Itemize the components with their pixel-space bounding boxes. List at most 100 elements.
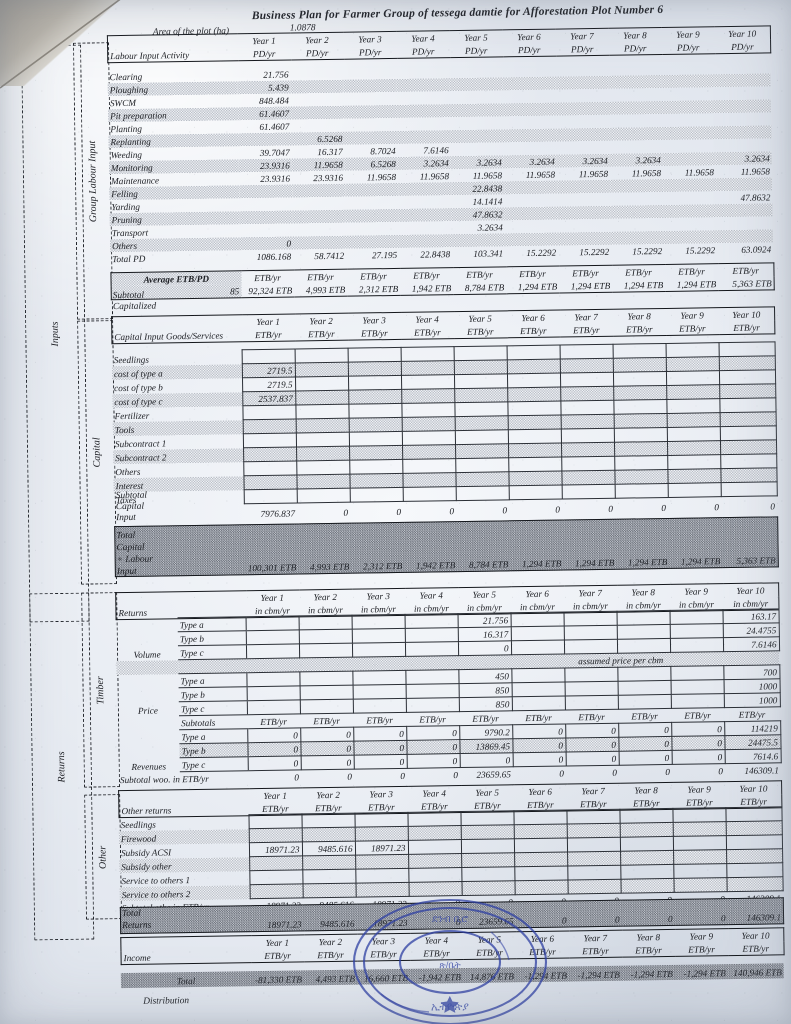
labour-value-y10 xyxy=(715,86,771,100)
volume-row-label: Type a xyxy=(177,616,246,632)
revenues-value-y8: 0 xyxy=(618,750,672,766)
revenues-value-y8: 0 xyxy=(618,722,672,738)
timber-subtotals-label: Subtotals xyxy=(181,718,216,729)
volume-value-y9 xyxy=(669,637,724,653)
cap-unit-3: ETB/yr xyxy=(360,328,388,339)
labour-value-y7 xyxy=(555,63,608,77)
capital-value-y8 xyxy=(612,357,666,373)
labour-value-y3 xyxy=(346,222,399,236)
volume-value-y4 xyxy=(404,613,458,629)
revenues-value-y6: 0 xyxy=(512,738,566,753)
other-returns-value-y5 xyxy=(461,866,515,882)
capital-value-y6 xyxy=(507,387,561,402)
unit-pd-10: PD/yr xyxy=(731,41,754,53)
price-value-y6 xyxy=(511,696,565,711)
labour-value-y5 xyxy=(449,64,502,78)
other-returns-value-y4 xyxy=(408,867,462,883)
total-returns-label-2: Returns xyxy=(122,920,152,932)
price-value-y1 xyxy=(246,699,300,715)
unit-etb-h6: ETB/yr xyxy=(519,269,546,280)
capital-value-y5 xyxy=(453,373,508,389)
col-year-7: Year 7 xyxy=(570,31,594,42)
labour-value-y5: 47.8632 xyxy=(472,209,503,221)
other-returns-value-y1 xyxy=(249,883,303,899)
other-returns-value-y2 xyxy=(301,827,355,842)
labour-input-table: Clearing 21.756 Ploughing 5.439 SWCM 848.484 P… xyxy=(107,60,774,265)
labour-value-y6 xyxy=(503,129,556,143)
oth-col-year-9: Year 9 xyxy=(687,784,711,796)
other-returns-value-y10 xyxy=(725,806,782,822)
income-total-y3: 16,660 ETB xyxy=(363,973,408,984)
capital-value-y10 xyxy=(718,369,776,385)
timber-subtotal-unit-y1: ETB/yr xyxy=(260,716,287,728)
timber-table-body: Volume Type a 21.756 163.17 Type b 16.317 24.4… xyxy=(116,608,781,786)
labour-value-y2 xyxy=(291,106,344,120)
labour-value-y8 xyxy=(609,114,662,128)
labour-value-y3 xyxy=(344,105,397,119)
labour-value-y9: 11.9658 xyxy=(684,167,715,179)
capital-value-y7 xyxy=(561,456,615,472)
unit-etb-h10: ETB/yr xyxy=(732,265,760,277)
labour-value-y4 xyxy=(398,182,451,196)
brace-timber: Timber xyxy=(81,592,121,788)
other-returns-value-y1: 18971.23 xyxy=(248,841,303,857)
capital-header-table: Year 1 Year 2 Year 3 Year 4 Year 5 Year … xyxy=(111,306,776,345)
capital-subtotal-y10: 0 xyxy=(770,501,776,512)
labour-value-y5 xyxy=(450,129,503,143)
total-capital-labour-y7: 1,294 ETB xyxy=(574,558,615,569)
oth-col-year-2: Year 2 xyxy=(316,790,340,801)
revenues-value-y10: 114219 xyxy=(724,720,781,736)
volume-value-y10: 24.4755 xyxy=(722,622,779,638)
labour-value-y5 xyxy=(450,116,503,130)
capital-subtotal-y1: 7976.837 xyxy=(260,508,296,520)
volume-value-y6 xyxy=(510,640,565,655)
labour-value-y2: 23.9316 xyxy=(313,173,344,184)
unit-pd-7: PD/yr xyxy=(570,44,594,55)
labour-value-y8 xyxy=(609,101,662,115)
revenues-value-y8: 0 xyxy=(618,736,672,752)
revenues-value-y10: 7614.6 xyxy=(724,748,781,764)
labour-value-y2 xyxy=(293,210,346,224)
capital-value-y10 xyxy=(719,439,777,455)
total-ci-label-4: Input xyxy=(116,566,137,578)
other-returns-value-y8 xyxy=(619,822,673,838)
volume-value-y3 xyxy=(351,614,405,630)
capital-subtotal-label-3: Input xyxy=(115,512,136,524)
volume-value-y7 xyxy=(563,639,618,655)
total-capital-labour-y4: 1,942 ETB xyxy=(415,560,456,572)
capital-value-y6 xyxy=(506,345,560,360)
labour-value-y4: 22.8438 xyxy=(420,249,451,260)
labour-value-y9 xyxy=(663,204,716,218)
capital-value-y4 xyxy=(400,374,455,390)
labour-value-y4: 3.2634 xyxy=(423,158,449,169)
capital-subtotal-y7: 0 xyxy=(608,504,614,515)
inc-col-year-3: Year 3 xyxy=(371,936,396,947)
capital-value-y9 xyxy=(666,398,720,414)
revenues-group-label: Revenues xyxy=(131,761,167,772)
labour-value-y8 xyxy=(610,192,663,206)
timber-subtotal-unit-y5: ETB/yr xyxy=(472,713,499,725)
revenues-value-y3: 0 xyxy=(353,740,407,756)
unit-etb-h8: ETB/yr xyxy=(625,267,652,278)
labour-value-y8: 15.2292 xyxy=(632,246,663,257)
labour-value-y6: 3.2634 xyxy=(529,156,555,168)
unit-pd-4: PD/yr xyxy=(411,46,435,58)
brace-group-labour-input-label: Group Labour Input xyxy=(86,140,100,222)
labour-value-y9 xyxy=(662,126,715,140)
price-group-label: Price xyxy=(137,705,158,716)
total-returns-y9: 0 xyxy=(720,913,726,924)
cap-unit-4: ETB/yr xyxy=(413,327,441,339)
labour-value-y4 xyxy=(396,65,449,79)
cap-unit-1: ETB/yr xyxy=(255,330,282,341)
labour-value-y3 xyxy=(346,209,399,223)
labour-value-y7 xyxy=(557,180,610,194)
labour-value-y9 xyxy=(662,74,715,88)
other-returns-value-y5 xyxy=(460,838,515,854)
total-returns-y1: 18971.23 xyxy=(267,919,302,931)
labour-value-y7 xyxy=(556,89,609,103)
capital-value-y1 xyxy=(241,348,295,364)
price-value-y10: 700 xyxy=(723,664,780,680)
subtotal-capitalized-y6: 1,294 ETB xyxy=(517,281,558,293)
labour-value-y7 xyxy=(558,232,611,246)
timber-subtotal-y7: 0 xyxy=(612,768,617,779)
